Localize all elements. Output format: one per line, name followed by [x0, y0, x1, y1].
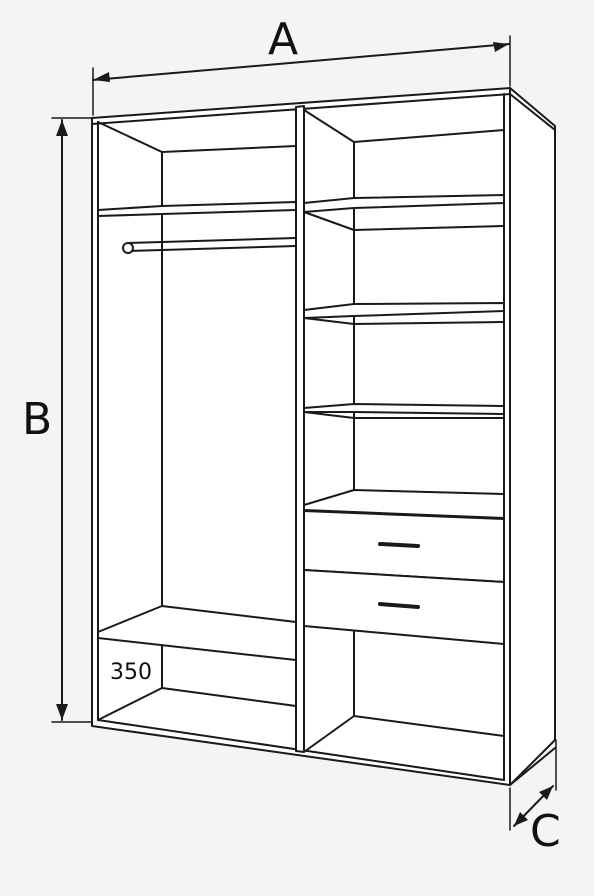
arrowhead-icon: [514, 812, 528, 826]
inner-depth-label: 350: [110, 660, 152, 685]
upper-shelf: [97, 201, 297, 217]
arrowhead-icon: [56, 120, 68, 136]
arrowhead-icon: [493, 42, 509, 52]
arrowhead-icon: [56, 704, 68, 720]
dimension-c-label: C: [530, 806, 561, 857]
dimension-b-line: [51, 117, 93, 723]
drawer-handle-icon: [378, 602, 420, 609]
right-shelf-3: [303, 403, 505, 415]
drawers: [303, 510, 505, 645]
hanging-rail: [122, 237, 297, 254]
arrowhead-icon: [539, 786, 553, 800]
left-compartment: [97, 105, 305, 753]
dimension-a-label: A: [268, 14, 299, 65]
dimension-a-line: [92, 35, 511, 116]
arrowhead-icon: [93, 72, 110, 82]
dimension-c-line: [509, 739, 557, 831]
drawer-top-shelf: [303, 489, 505, 519]
dimension-b-label: B: [22, 394, 53, 445]
drawer-handle-icon: [378, 542, 420, 548]
right-compartment: [303, 109, 505, 753]
